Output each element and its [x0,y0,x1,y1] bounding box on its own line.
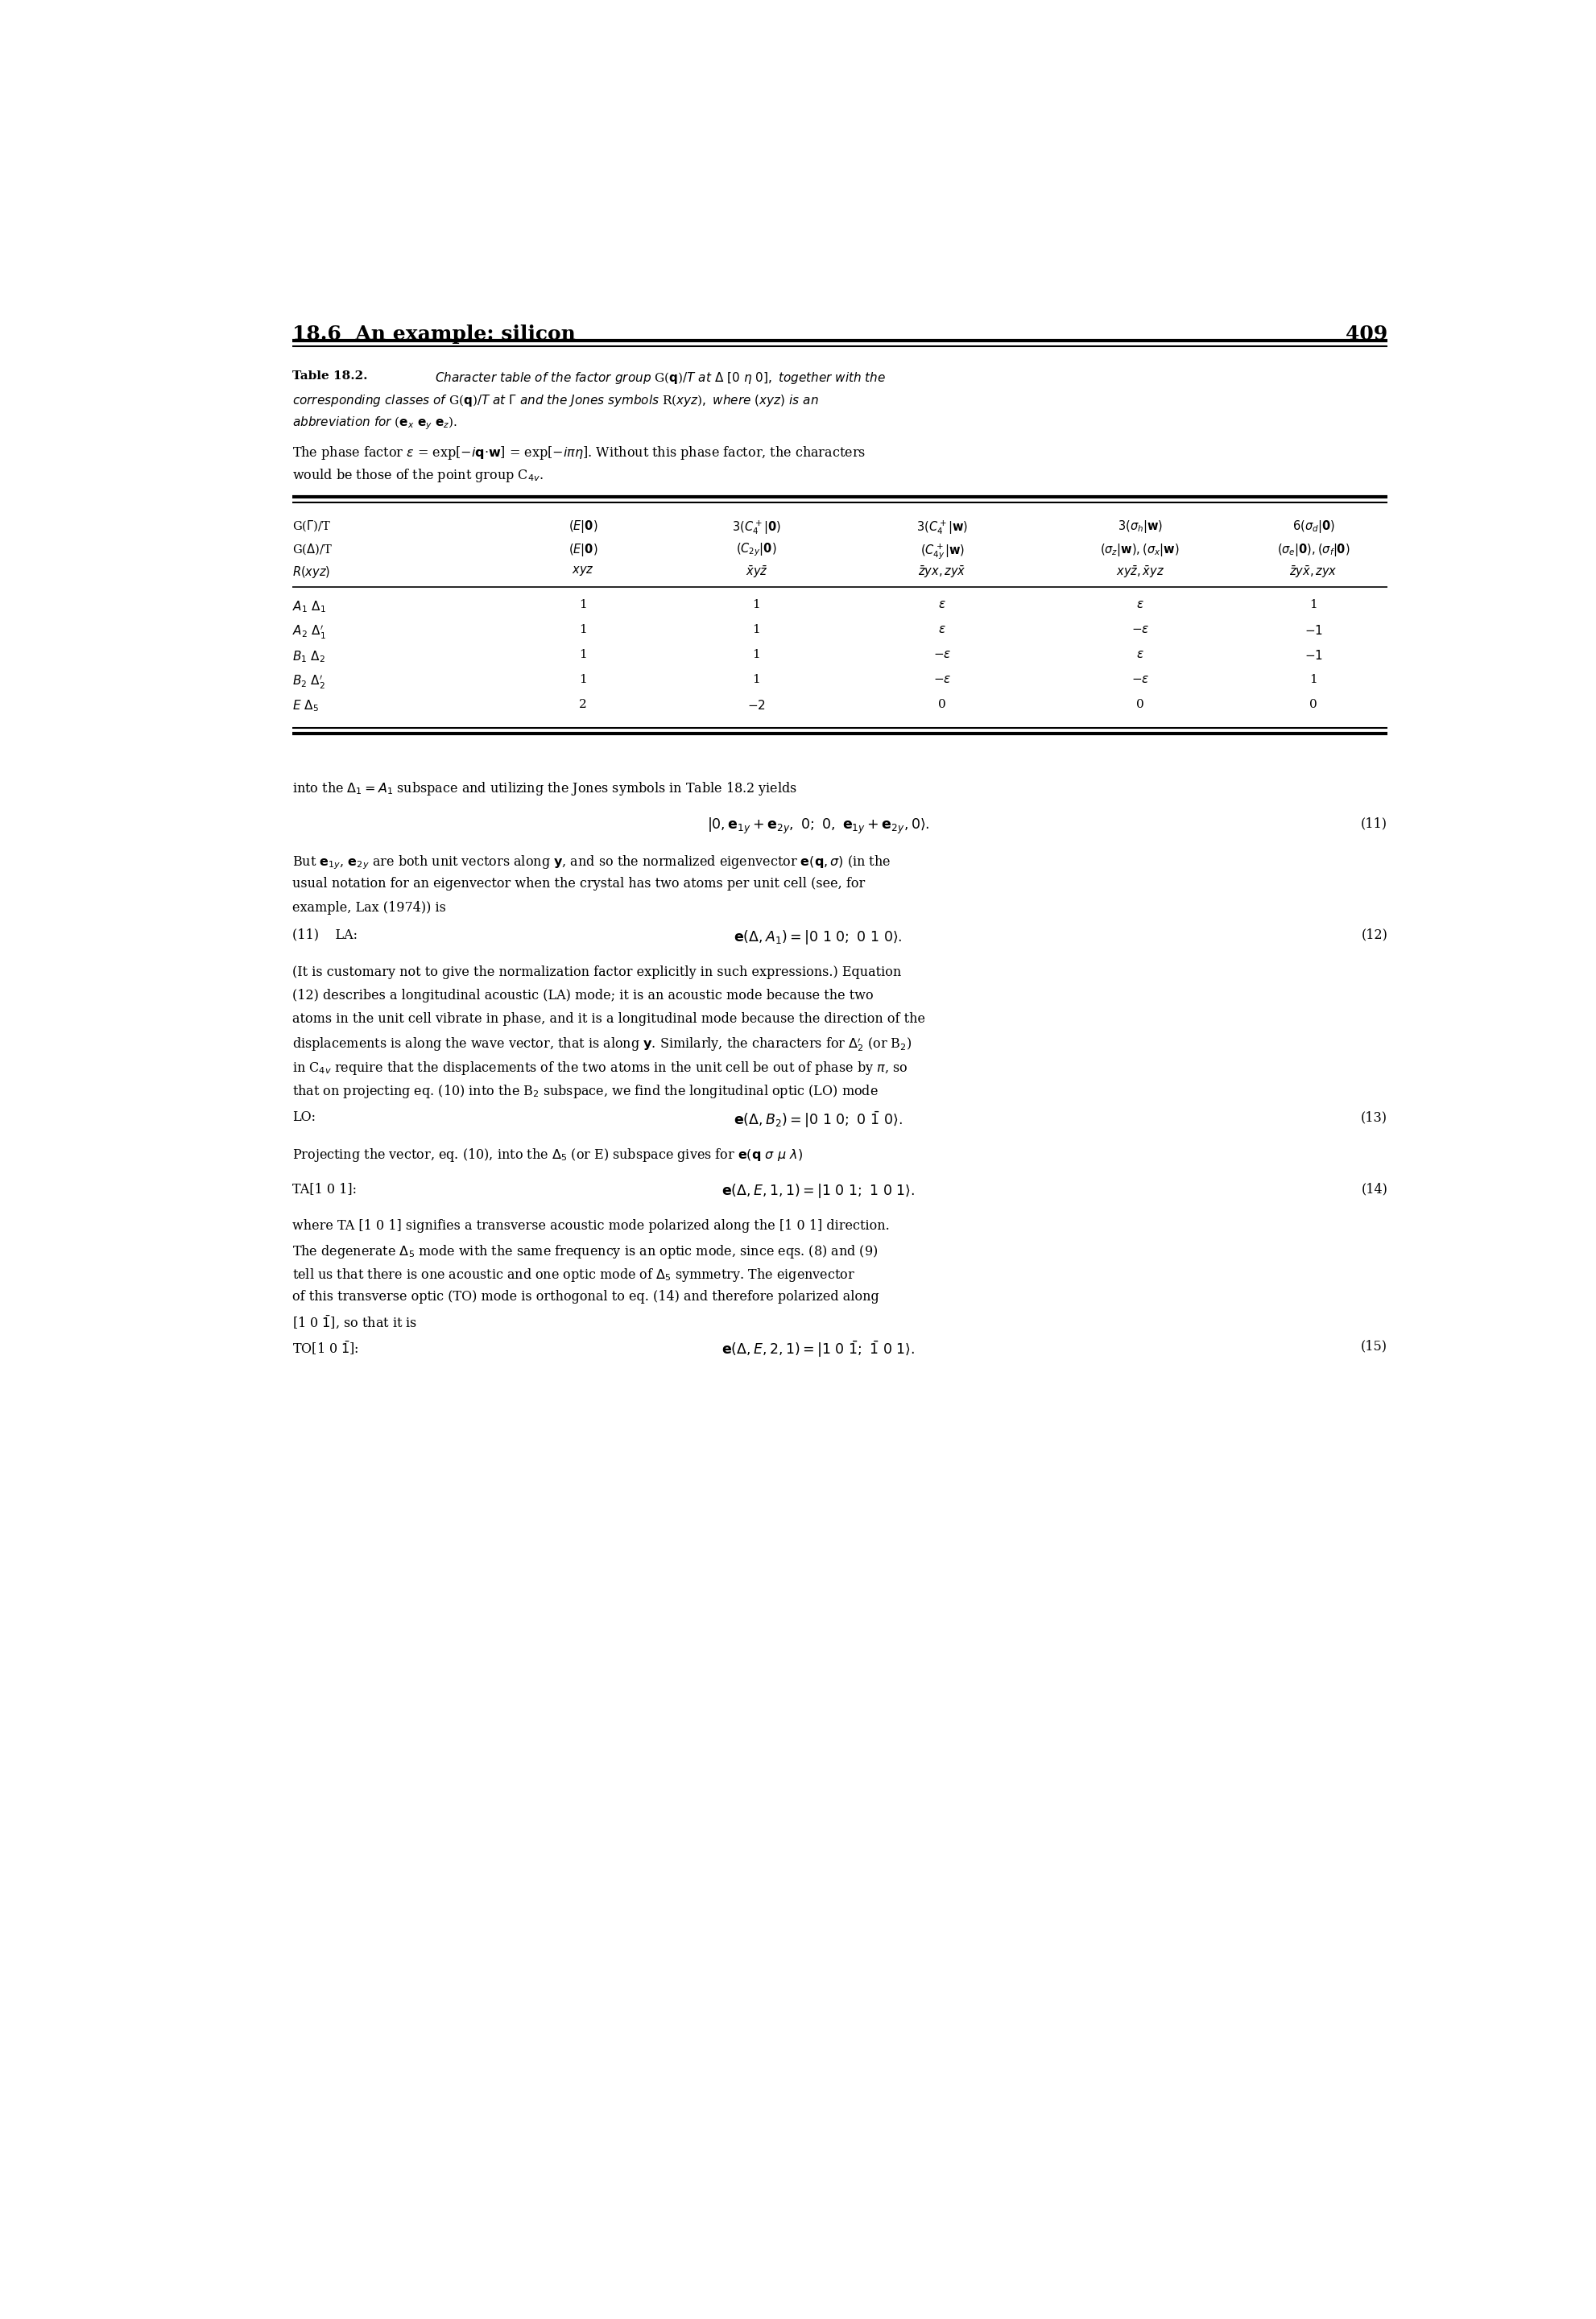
Text: $\bar{x}y\bar{z}$: $\bar{x}y\bar{z}$ [745,566,768,580]
Text: $-\varepsilon$: $-\varepsilon$ [1130,675,1149,684]
Text: where TA [1 0 1] signifies a transverse acoustic mode polarized along the [1 0 1: where TA [1 0 1] signifies a transverse … [292,1220,889,1234]
Text: $\varepsilon$: $\varepsilon$ [938,624,945,635]
Text: 1: 1 [579,624,587,635]
Text: $(\sigma_z|\mathbf{w}), (\sigma_x|\mathbf{w})$: $(\sigma_z|\mathbf{w}), (\sigma_x|\mathb… [1100,543,1179,559]
Text: 1: 1 [579,649,587,661]
Text: $|0, \mathbf{e}_{1y} + \mathbf{e}_{2y},\ 0;\ 0,\ \mathbf{e}_{1y} + \mathbf{e}_{2: $|0, \mathbf{e}_{1y} + \mathbf{e}_{2y},\… [707,816,929,835]
Text: (14): (14) [1360,1183,1387,1197]
Text: $E\ \Delta_5$: $E\ \Delta_5$ [292,698,319,714]
Text: $3(C_4^+|\mathbf{w})$: $3(C_4^+|\mathbf{w})$ [916,519,967,536]
Text: $(\sigma_e|\mathbf{0}), (\sigma_f|\mathbf{0})$: $(\sigma_e|\mathbf{0}), (\sigma_f|\mathb… [1277,543,1349,559]
Text: $3(\sigma_h|\mathbf{w})$: $3(\sigma_h|\mathbf{w})$ [1117,519,1162,536]
Text: displacements is along the wave vector, that is along $\mathbf{y}$. Similarly, t: displacements is along the wave vector, … [292,1037,911,1053]
Text: TO[1 0 $\bar{1}$]:: TO[1 0 $\bar{1}$]: [292,1340,359,1357]
Text: $xy\bar{z}, \bar{x}yz$: $xy\bar{z}, \bar{x}yz$ [1116,566,1163,580]
Text: $-\varepsilon$: $-\varepsilon$ [932,649,951,661]
Text: 1: 1 [752,649,760,661]
Text: into the $\Delta_1 = A_1$ subspace and utilizing the Jones symbols in Table 18.2: into the $\Delta_1 = A_1$ subspace and u… [292,782,796,798]
Text: $B_2\ \Delta_2'$: $B_2\ \Delta_2'$ [292,675,326,691]
Text: $\mathbf{e}(\Delta, E, 2, 1) = |1\ 0\ \bar{1};\ \bar{1}\ 0\ 1\rangle.$: $\mathbf{e}(\Delta, E, 2, 1) = |1\ 0\ \b… [721,1340,915,1359]
Text: atoms in the unit cell vibrate in phase, and it is a longitudinal mode because t: atoms in the unit cell vibrate in phase,… [292,1013,924,1025]
Text: $6(\sigma_d|\mathbf{0})$: $6(\sigma_d|\mathbf{0})$ [1291,519,1334,536]
Text: $3(C_4^+|\mathbf{0})$: $3(C_4^+|\mathbf{0})$ [731,519,780,536]
Text: 1: 1 [752,598,760,610]
Text: (13): (13) [1360,1111,1387,1125]
Text: Table 18.2.: Table 18.2. [292,371,367,380]
Text: $A_2\ \Delta_1'$: $A_2\ \Delta_1'$ [292,624,326,642]
Text: would be those of the point group C$_{4v}$.: would be those of the point group C$_{4v… [292,468,544,485]
Text: 1: 1 [752,624,760,635]
Text: The phase factor $\varepsilon$ = exp[$-i\mathbf{q}$$\cdot$$\mathbf{w}$] = exp[$-: The phase factor $\varepsilon$ = exp[$-i… [292,445,865,461]
Text: $-\varepsilon$: $-\varepsilon$ [932,675,951,684]
Text: $(E|\mathbf{0})$: $(E|\mathbf{0})$ [568,519,597,536]
Text: $\varepsilon$: $\varepsilon$ [1136,598,1143,610]
Text: (11)    LA:: (11) LA: [292,928,358,942]
Text: tell us that there is one acoustic and one optic mode of $\Delta_5$ symmetry. Th: tell us that there is one acoustic and o… [292,1266,855,1282]
Text: $\mathbf{e}(\Delta, E, 1, 1) = |1\ 0\ 1;\ 1\ 0\ 1\rangle.$: $\mathbf{e}(\Delta, E, 1, 1) = |1\ 0\ 1;… [721,1183,915,1199]
Text: $\varepsilon$: $\varepsilon$ [938,598,945,610]
Text: $-\varepsilon$: $-\varepsilon$ [1130,624,1149,635]
Text: 0: 0 [938,698,945,710]
Text: $(E|\mathbf{0})$: $(E|\mathbf{0})$ [568,543,597,559]
Text: 1: 1 [579,675,587,684]
Text: $\it{Character\ table\ of\ the\ factor\ group}$ G($\mathbf{q}$)$\it{/T\ at}$ $\D: $\it{Character\ table\ of\ the\ factor\ … [434,371,886,385]
Text: $\it{corresponding\ classes\ of}$ G($\mathbf{q}$)$\it{/T\ at}$ $\Gamma$ $\it{and: $\it{corresponding\ classes\ of}$ G($\ma… [292,392,819,408]
Text: example, Lax (1974)) is: example, Lax (1974)) is [292,900,445,914]
Text: in C$_{4v}$ require that the displacements of the two atoms in the unit cell be : in C$_{4v}$ require that the displacemen… [292,1060,908,1076]
Text: $xyz$: $xyz$ [571,566,594,577]
Text: $\it{abbreviation\ for}$ ($\mathbf{e}_x$ $\mathbf{e}_y$ $\mathbf{e}_z$)$\it{.}$: $\it{abbreviation\ for}$ ($\mathbf{e}_x$… [292,415,456,431]
Text: 409: 409 [1345,325,1387,343]
Text: 1: 1 [1309,598,1317,610]
Text: Projecting the vector, eq. (10), into the $\Delta_5$ (or E) subspace gives for $: Projecting the vector, eq. (10), into th… [292,1146,803,1164]
Text: (12) describes a longitudinal acoustic (LA) mode; it is an acoustic mode because: (12) describes a longitudinal acoustic (… [292,988,873,1002]
Text: that on projecting eq. (10) into the B$_2$ subspace, we find the longitudinal op: that on projecting eq. (10) into the B$_… [292,1083,878,1099]
Text: 1: 1 [752,675,760,684]
Text: $\mathbf{e}(\Delta, A_1) = |0\ 1\ 0;\ 0\ 1\ 0\rangle.$: $\mathbf{e}(\Delta, A_1) = |0\ 1\ 0;\ 0\… [734,928,902,946]
Text: $(C_{4y}^+|\mathbf{w})$: $(C_{4y}^+|\mathbf{w})$ [919,543,964,561]
Text: (11): (11) [1360,816,1387,830]
Text: 0: 0 [1136,698,1143,710]
Text: $\bar{z}y\bar{x}, zyx$: $\bar{z}y\bar{x}, zyx$ [1288,566,1337,580]
Text: $-1$: $-1$ [1304,624,1321,638]
Text: The degenerate $\Delta_5$ mode with the same frequency is an optic mode, since e: The degenerate $\Delta_5$ mode with the … [292,1243,878,1259]
Text: But $\mathbf{e}_{1y}$, $\mathbf{e}_{2y}$ are both unit vectors along $\mathbf{y}: But $\mathbf{e}_{1y}$, $\mathbf{e}_{2y}$… [292,853,891,872]
Text: $(C_{2y}|\mathbf{0})$: $(C_{2y}|\mathbf{0})$ [736,543,776,559]
Text: 1: 1 [579,598,587,610]
Text: $-1$: $-1$ [1304,649,1321,661]
Text: $\mathbf{e}(\Delta, B_2) = |0\ 1\ 0;\ 0\ \bar{1}\ 0\rangle.$: $\mathbf{e}(\Delta, B_2) = |0\ 1\ 0;\ 0\… [734,1111,902,1129]
Text: usual notation for an eigenvector when the crystal has two atoms per unit cell (: usual notation for an eigenvector when t… [292,877,865,890]
Text: (12): (12) [1360,928,1387,942]
Text: LO:: LO: [292,1111,316,1125]
Text: TA[1 0 1]:: TA[1 0 1]: [292,1183,356,1197]
Text: G($\Gamma$)/T: G($\Gamma$)/T [292,519,330,533]
Text: G($\Delta$)/T: G($\Delta$)/T [292,543,332,557]
Text: [1 0 $\bar{1}$], so that it is: [1 0 $\bar{1}$], so that it is [292,1313,417,1331]
Text: $B_1\ \Delta_2$: $B_1\ \Delta_2$ [292,649,326,663]
Text: 1: 1 [1309,675,1317,684]
Text: (15): (15) [1360,1340,1387,1354]
Text: 18.6  An example: silicon: 18.6 An example: silicon [292,325,576,343]
Text: $\bar{z}yx, zy\bar{x}$: $\bar{z}yx, zy\bar{x}$ [918,566,966,580]
Text: of this transverse optic (TO) mode is orthogonal to eq. (14) and therefore polar: of this transverse optic (TO) mode is or… [292,1289,879,1303]
Text: $A_1\ \Delta_1$: $A_1\ \Delta_1$ [292,598,326,615]
Text: $-2$: $-2$ [747,698,766,712]
Text: (It is customary not to give the normalization factor explicitly in such express: (It is customary not to give the normali… [292,965,900,979]
Text: $R(xyz)$: $R(xyz)$ [292,566,330,580]
Text: 2: 2 [579,698,587,710]
Text: $\varepsilon$: $\varepsilon$ [1136,649,1143,661]
Text: 0: 0 [1309,698,1317,710]
